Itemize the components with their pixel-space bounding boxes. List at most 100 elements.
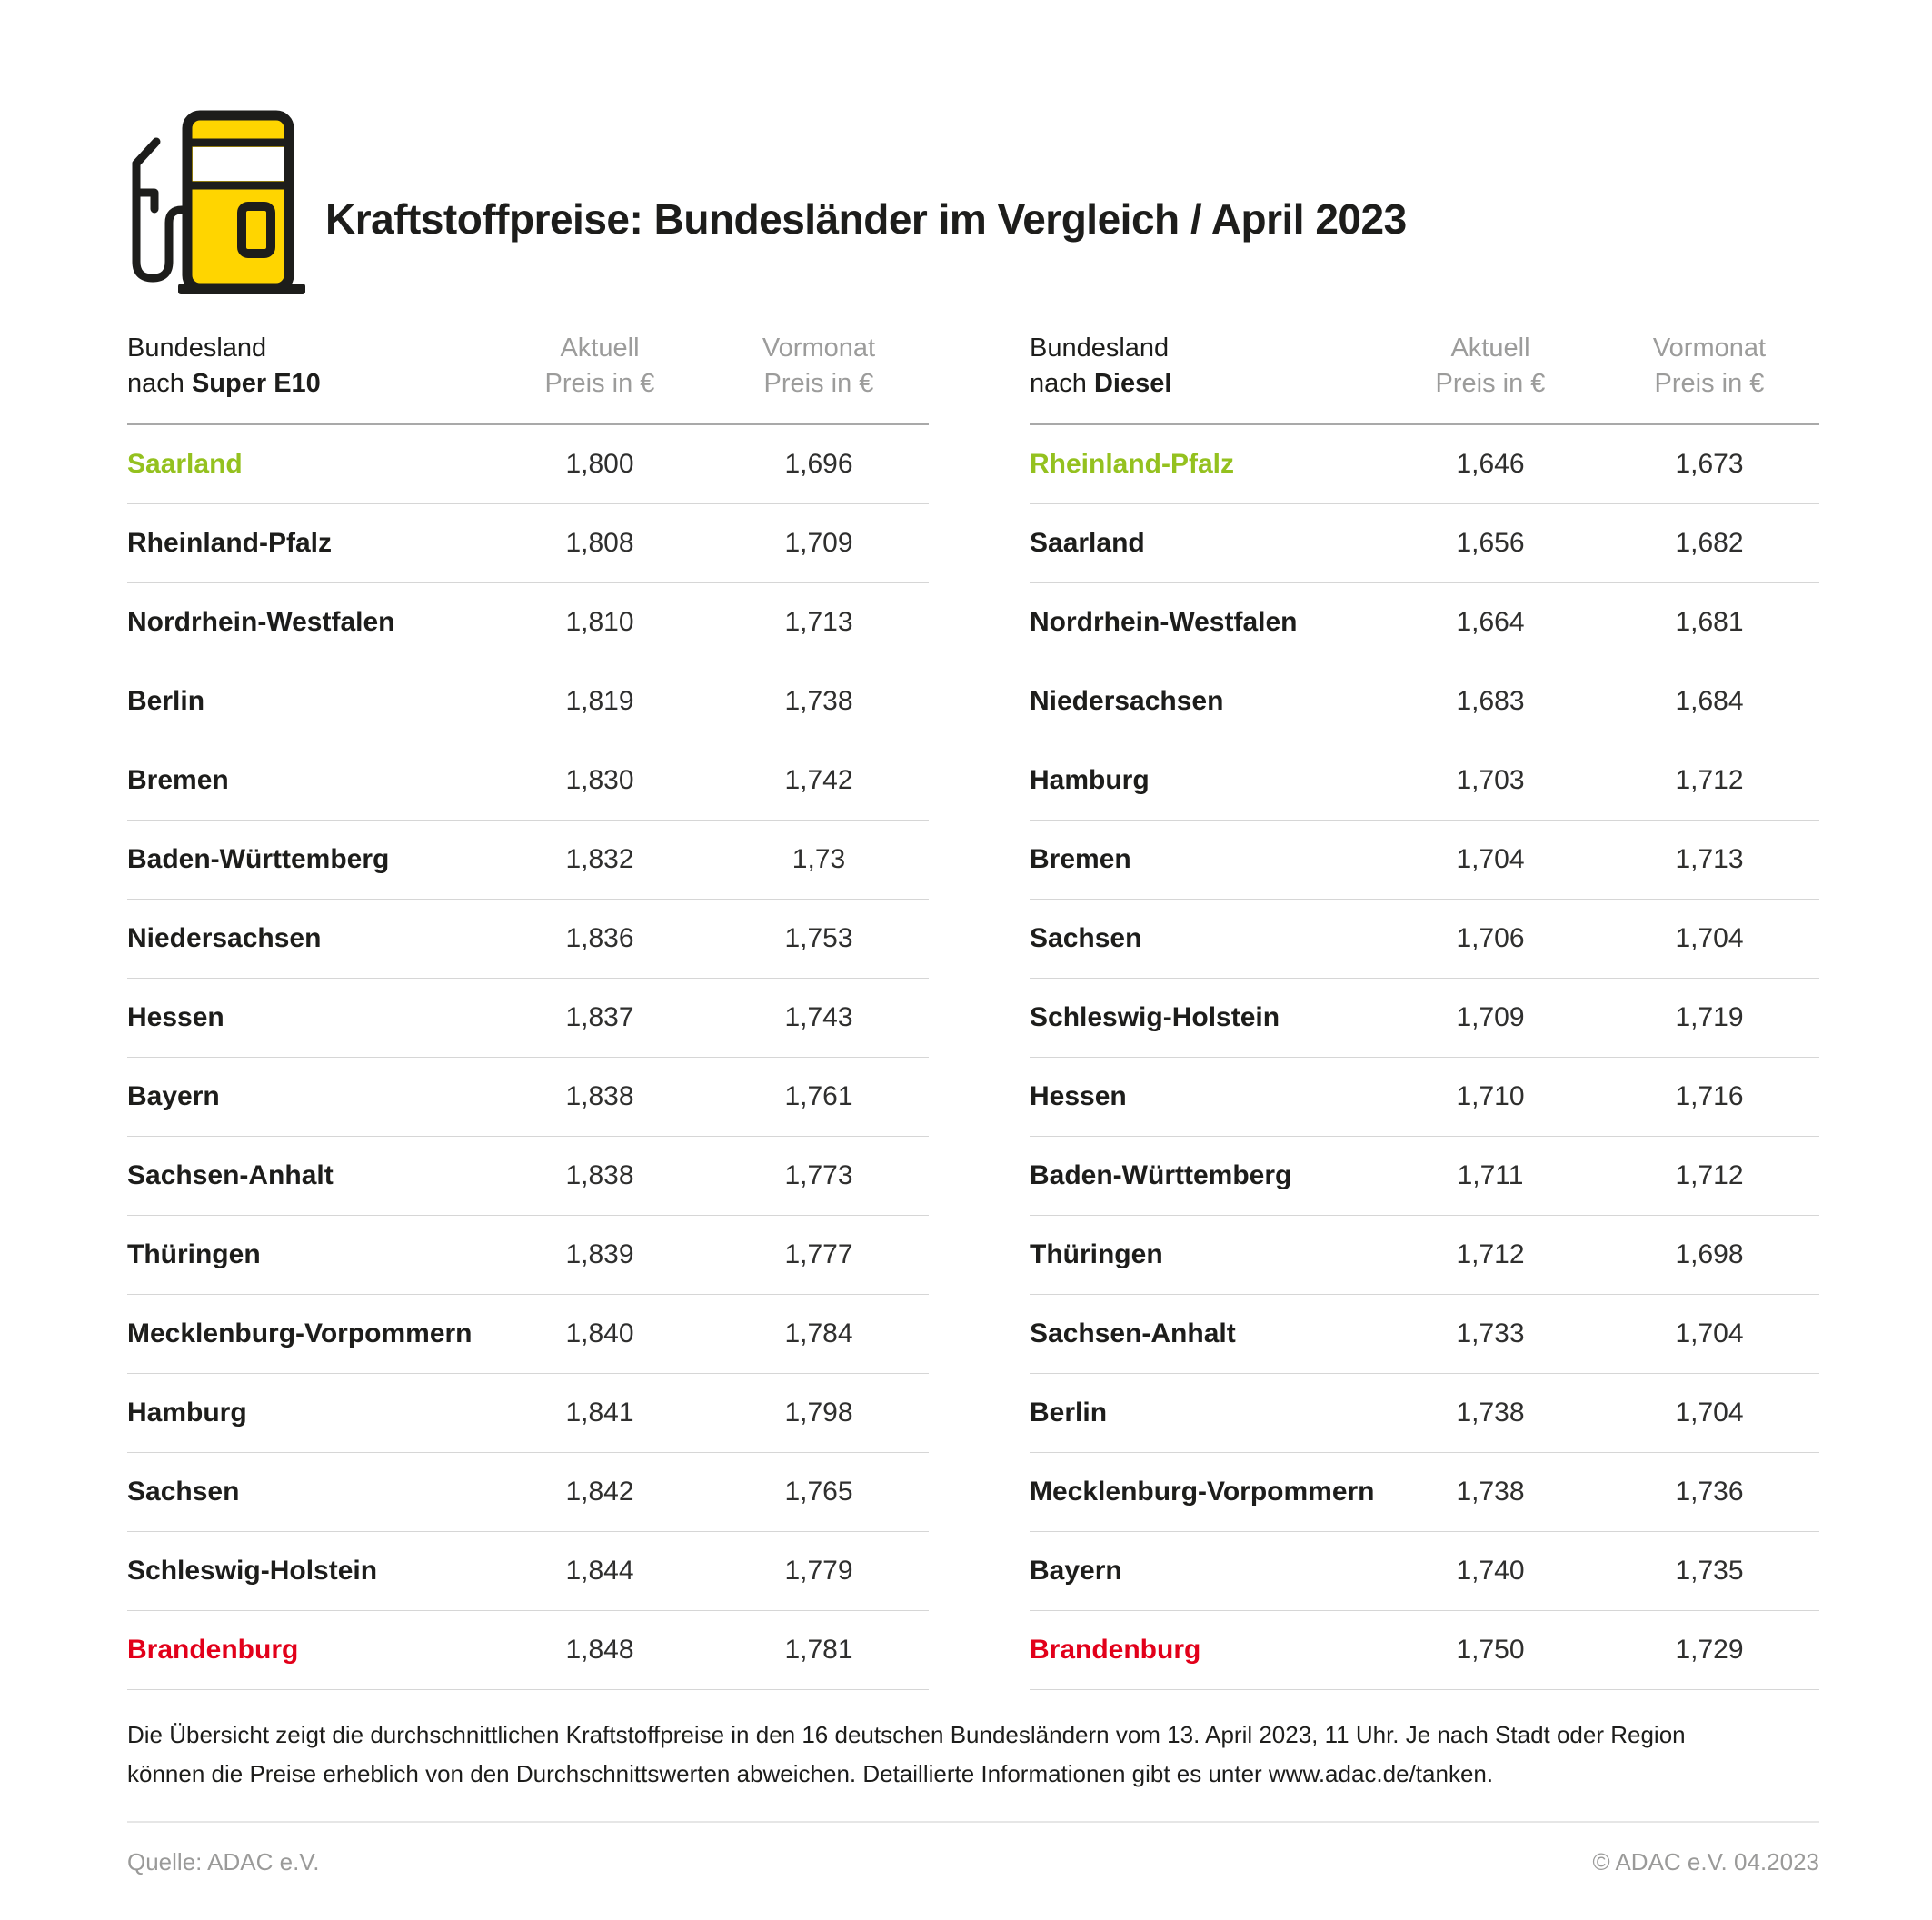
table-diesel: Bundesland nach Diesel Aktuell Preis in …	[1030, 331, 1819, 1690]
footer-divider	[127, 1821, 1819, 1823]
table-row: Saarland 1,656 1,682	[1030, 504, 1819, 583]
table-row: Hamburg 1,841 1,798	[127, 1374, 929, 1453]
fuel-type-label: Super E10	[191, 369, 321, 398]
aktuell-value: 1,740	[1456, 1556, 1525, 1586]
aktuell-value: 1,840	[565, 1318, 634, 1348]
aktuell-value: 1,656	[1456, 528, 1525, 558]
state-name: Niedersachsen	[127, 923, 322, 953]
vormonat-value: 1,704	[1675, 1398, 1744, 1428]
vormonat-value: 1,681	[1675, 607, 1744, 637]
state-name: Brandenburg	[127, 1635, 299, 1665]
table-row: Bremen 1,830 1,742	[127, 741, 929, 821]
vormonat-value: 1,779	[784, 1556, 853, 1586]
aktuell-value: 1,848	[565, 1635, 634, 1665]
state-name: Baden-Württemberg	[1030, 1160, 1292, 1190]
vormonat-value: 1,696	[784, 449, 853, 479]
fuel-pump-icon	[132, 110, 305, 294]
vormonat-value: 1,738	[784, 686, 853, 716]
source-label: Quelle: ADAC e.V.	[127, 1848, 320, 1875]
column-header-bundesland: Bundesland nach Diesel	[1030, 331, 1381, 402]
state-name: Thüringen	[1030, 1239, 1163, 1269]
table-row: Nordrhein-Westfalen 1,810 1,713	[127, 583, 929, 662]
table-row: Schleswig-Holstein 1,709 1,719	[1030, 979, 1819, 1058]
aktuell-value: 1,838	[565, 1081, 634, 1111]
aktuell-value: 1,837	[565, 1002, 634, 1032]
vormonat-unit-label: Preis in €	[763, 369, 874, 398]
aktuell-label: Aktuell	[560, 333, 640, 363]
vormonat-value: 1,781	[784, 1635, 853, 1665]
aktuell-label: Aktuell	[1450, 333, 1530, 363]
table-row: Sachsen-Anhalt 1,733 1,704	[1030, 1295, 1819, 1374]
table-row: Mecklenburg-Vorpommern 1,840 1,784	[127, 1295, 929, 1374]
table-row: Hamburg 1,703 1,712	[1030, 741, 1819, 821]
state-name: Schleswig-Holstein	[127, 1556, 378, 1586]
vormonat-value: 1,684	[1675, 686, 1744, 716]
vormonat-value: 1,713	[1675, 844, 1744, 874]
footer: Quelle: ADAC e.V. © ADAC e.V. 04.2023	[127, 1848, 1819, 1876]
aktuell-value: 1,706	[1456, 923, 1525, 953]
aktuell-value: 1,838	[565, 1160, 634, 1190]
vormonat-value: 1,73	[792, 844, 846, 874]
vormonat-value: 1,673	[1675, 449, 1744, 479]
vormonat-value: 1,709	[784, 528, 853, 558]
table-row: Sachsen 1,706 1,704	[1030, 900, 1819, 979]
page-title: Kraftstoffpreise: Bundesländer im Vergle…	[325, 195, 1407, 243]
vormonat-value: 1,743	[784, 1002, 853, 1032]
aktuell-value: 1,704	[1456, 844, 1525, 874]
aktuell-value: 1,646	[1456, 449, 1525, 479]
header-line2-prefix: nach	[127, 369, 192, 398]
aktuell-value: 1,842	[565, 1477, 634, 1507]
vormonat-value: 1,784	[784, 1318, 853, 1348]
aktuell-value: 1,738	[1456, 1477, 1525, 1507]
state-name: Sachsen	[127, 1477, 240, 1507]
aktuell-value: 1,683	[1456, 686, 1525, 716]
state-name: Brandenburg	[1030, 1635, 1201, 1665]
aktuell-value: 1,712	[1456, 1239, 1525, 1269]
vormonat-value: 1,712	[1675, 1160, 1744, 1190]
table-row: Bayern 1,740 1,735	[1030, 1532, 1819, 1611]
vormonat-value: 1,719	[1675, 1002, 1744, 1032]
masthead: Kraftstoffpreise: Bundesländer im Vergle…	[0, 0, 1932, 309]
aktuell-value: 1,819	[565, 686, 634, 716]
table-row: Thüringen 1,712 1,698	[1030, 1216, 1819, 1295]
aktuell-value: 1,800	[565, 449, 634, 479]
table-row: Saarland 1,800 1,696	[127, 425, 929, 504]
aktuell-value: 1,836	[565, 923, 634, 953]
footnote-text: Die Übersicht zeigt die durchschnittlich…	[127, 1721, 1686, 1787]
table-row: Rheinland-Pfalz 1,808 1,709	[127, 504, 929, 583]
column-header-aktuell: Aktuell Preis in €	[491, 331, 709, 402]
table-row: Sachsen-Anhalt 1,838 1,773	[127, 1137, 929, 1216]
aktuell-value: 1,738	[1456, 1398, 1525, 1428]
vormonat-unit-label: Preis in €	[1654, 369, 1765, 398]
table-row: Niedersachsen 1,836 1,753	[127, 900, 929, 979]
column-header-vormonat: Vormonat Preis in €	[709, 331, 929, 402]
aktuell-unit-label: Preis in €	[1435, 369, 1546, 398]
vormonat-value: 1,704	[1675, 1318, 1744, 1348]
table-header: Bundesland nach Super E10 Aktuell Preis …	[127, 331, 929, 425]
vormonat-value: 1,773	[784, 1160, 853, 1190]
vormonat-label: Vormonat	[1652, 333, 1767, 363]
state-name: Berlin	[1030, 1398, 1108, 1428]
table-row: Niedersachsen 1,683 1,684	[1030, 662, 1819, 741]
state-name: Rheinland-Pfalz	[1030, 449, 1235, 479]
vormonat-value: 1,704	[1675, 923, 1744, 953]
vormonat-value: 1,729	[1675, 1635, 1744, 1665]
aktuell-value: 1,733	[1456, 1318, 1525, 1348]
state-name: Rheinland-Pfalz	[127, 528, 333, 558]
copyright-label: © ADAC e.V. 04.2023	[1592, 1848, 1819, 1875]
state-name: Nordrhein-Westfalen	[127, 607, 395, 637]
header-line1: Bundesland	[1030, 333, 1170, 363]
state-name: Baden-Württemberg	[127, 844, 390, 874]
state-name: Thüringen	[127, 1239, 261, 1269]
state-name: Hessen	[127, 1002, 224, 1032]
state-name: Hamburg	[1030, 765, 1150, 795]
aktuell-value: 1,664	[1456, 607, 1525, 637]
aktuell-value: 1,810	[565, 607, 634, 637]
vormonat-value: 1,753	[784, 923, 853, 953]
vormonat-value: 1,735	[1675, 1556, 1744, 1586]
table-row: Rheinland-Pfalz 1,646 1,673	[1030, 425, 1819, 504]
table-header: Bundesland nach Diesel Aktuell Preis in …	[1030, 331, 1819, 425]
aktuell-value: 1,830	[565, 765, 634, 795]
table-row: Baden-Württemberg 1,711 1,712	[1030, 1137, 1819, 1216]
